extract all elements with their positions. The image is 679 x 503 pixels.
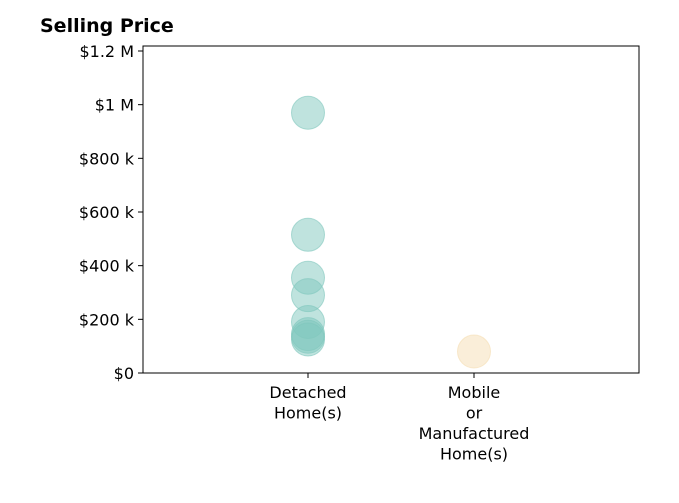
- plot-frame: [142, 45, 640, 374]
- x-tick-label: Detached Home(s): [269, 383, 346, 423]
- data-point: [291, 95, 325, 130]
- data-points: [291, 95, 491, 369]
- y-tick-label: $0: [114, 364, 134, 383]
- y-tick-label: $400 k: [79, 257, 135, 276]
- x-axis: Detached Home(s) Mobile or Manufactured Home(…: [269, 373, 529, 464]
- data-point: [291, 217, 325, 252]
- y-tick-label: $600 k: [79, 203, 135, 222]
- data-point: [291, 322, 325, 357]
- y-tick-label: $1.2 M: [79, 42, 134, 61]
- chart-title: Selling Price: [40, 15, 174, 37]
- data-point: [457, 334, 491, 369]
- x-tick-label: Mobile or Manufactured Home(s): [419, 383, 530, 464]
- y-tick-label: $200 k: [79, 310, 135, 329]
- y-tick-label: $800 k: [79, 149, 135, 168]
- y-axis: $0 $200 k $400 k $600 k $800 k $1 M $1.2 M: [79, 42, 143, 383]
- y-tick-label: $1 M: [95, 96, 134, 115]
